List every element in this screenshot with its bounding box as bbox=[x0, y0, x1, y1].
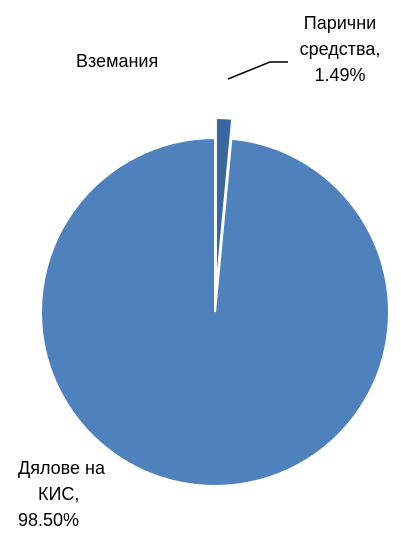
slice-shares bbox=[40, 136, 390, 487]
label-shares-line2: КИС, bbox=[38, 484, 80, 504]
label-cash-line1: Парични bbox=[303, 13, 377, 33]
label-cash-line2: средства, bbox=[299, 39, 381, 59]
label-cash-value: 1.49% bbox=[314, 65, 366, 85]
leader-line-cash bbox=[227, 61, 288, 80]
label-shares-value: 98.50% bbox=[18, 510, 80, 530]
label-shares: Дялове на КИС, 98.50% bbox=[18, 455, 105, 533]
label-receivables-text: Вземания bbox=[76, 51, 159, 71]
label-shares-line1: Дялове на bbox=[18, 458, 105, 478]
label-receivables: Вземания bbox=[76, 48, 158, 74]
label-cash: Парични средства, 1.49% bbox=[285, 10, 395, 88]
